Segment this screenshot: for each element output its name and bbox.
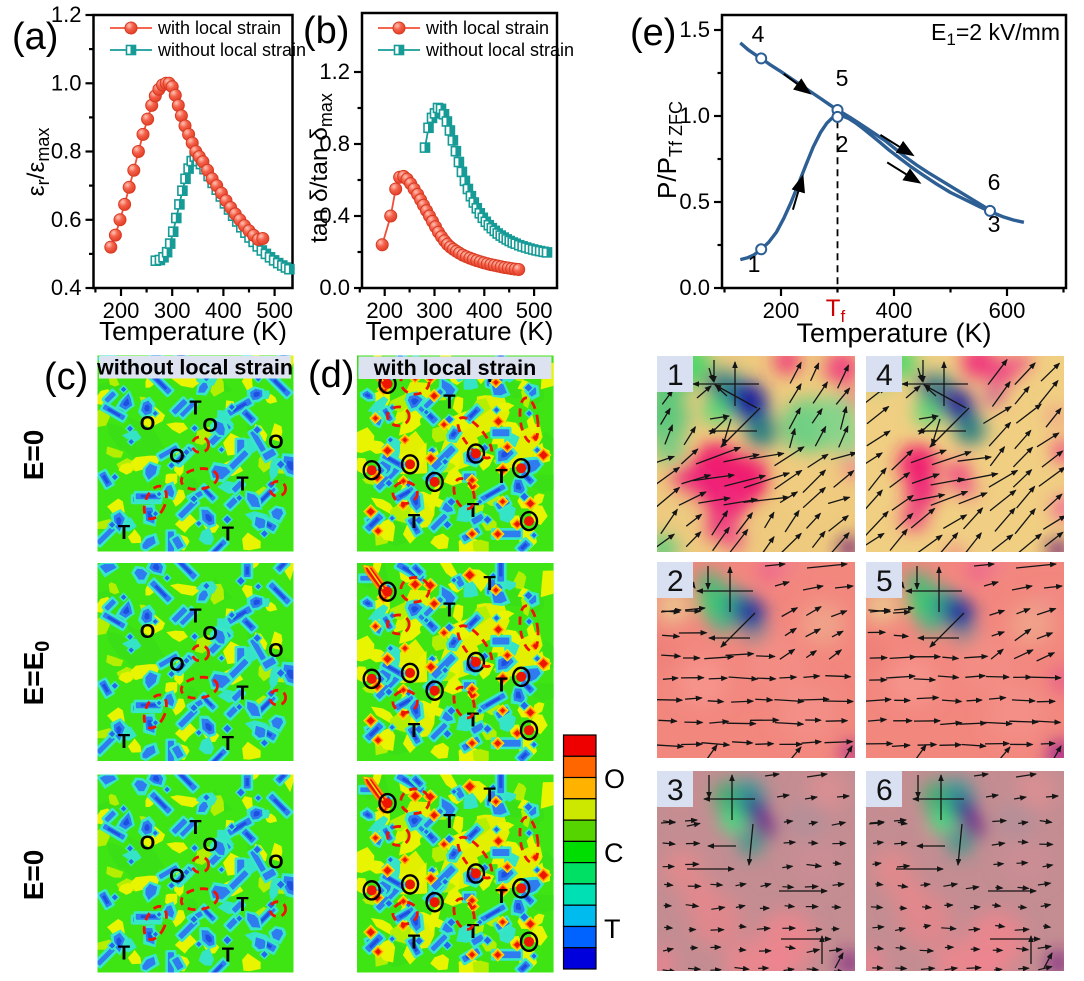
svg-text:300: 300 [154, 298, 191, 323]
svg-text:0.6: 0.6 [51, 207, 82, 232]
svg-text:C: C [604, 838, 624, 868]
svg-text:without local strain: without local strain [425, 40, 574, 60]
svg-text:E1=2 kV/mm: E1=2 kV/mm [931, 19, 1060, 49]
svg-text:E=0: E=0 [18, 430, 49, 481]
svg-text:O: O [604, 764, 625, 794]
svg-text:Temperature (K): Temperature (K) [796, 318, 991, 348]
svg-text:E=E0: E=E0 [18, 641, 54, 706]
svg-text:0.0: 0.0 [679, 275, 710, 300]
svg-text:0.8: 0.8 [51, 139, 82, 164]
svg-text:300: 300 [416, 298, 453, 323]
svg-text:200: 200 [763, 298, 800, 323]
svg-text:T: T [604, 914, 621, 944]
svg-text:400: 400 [876, 298, 913, 323]
svg-text:2: 2 [836, 131, 849, 157]
svg-text:3: 3 [988, 211, 1001, 237]
svg-text:1: 1 [748, 251, 761, 277]
svg-text:with local strain: with local strain [425, 18, 549, 38]
svg-text:with local strain: with local strain [157, 18, 281, 38]
svg-text:2: 2 [667, 565, 684, 598]
svg-text:E=0: E=0 [18, 850, 49, 901]
svg-text:200: 200 [103, 298, 140, 323]
svg-text:0.4: 0.4 [319, 203, 350, 228]
svg-text:Tf: Tf [826, 295, 846, 326]
svg-text:with local strain: with local strain [373, 356, 536, 380]
svg-text:1: 1 [667, 359, 684, 392]
svg-text:4: 4 [876, 359, 893, 392]
svg-text:Temperature (K): Temperature (K) [366, 316, 554, 345]
svg-text:4: 4 [752, 21, 765, 47]
svg-text:6: 6 [876, 774, 893, 807]
svg-text:5: 5 [836, 65, 849, 91]
svg-text:without local strain: without local strain [96, 356, 293, 380]
svg-text:1.0: 1.0 [679, 103, 710, 128]
svg-text:6: 6 [988, 169, 1001, 195]
svg-text:3: 3 [667, 774, 684, 807]
svg-text:200: 200 [366, 298, 403, 323]
svg-text:1.2: 1.2 [51, 2, 82, 27]
svg-text:tan δ/tan δmax: tan δ/tan δmax [306, 93, 336, 243]
svg-text:400: 400 [205, 298, 242, 323]
svg-text:400: 400 [466, 298, 503, 323]
svg-text:P/PTf ZFC: P/PTf ZFC [652, 101, 686, 199]
svg-text:0.5: 0.5 [679, 189, 710, 214]
svg-text:1.2: 1.2 [319, 59, 350, 84]
svg-text:without local strain: without local strain [157, 40, 306, 60]
svg-text:600: 600 [989, 298, 1026, 323]
svg-text:500: 500 [256, 298, 293, 323]
svg-text:500: 500 [516, 298, 553, 323]
svg-text:0.8: 0.8 [319, 131, 350, 156]
svg-text:1.0: 1.0 [51, 70, 82, 95]
svg-text:εr/εmax: εr/εmax [23, 128, 53, 197]
svg-text:0.4: 0.4 [51, 275, 82, 300]
svg-text:Temperature (K): Temperature (K) [99, 316, 287, 345]
svg-text:1.5: 1.5 [679, 17, 710, 42]
svg-text:5: 5 [876, 565, 893, 598]
svg-text:0.0: 0.0 [319, 275, 350, 300]
